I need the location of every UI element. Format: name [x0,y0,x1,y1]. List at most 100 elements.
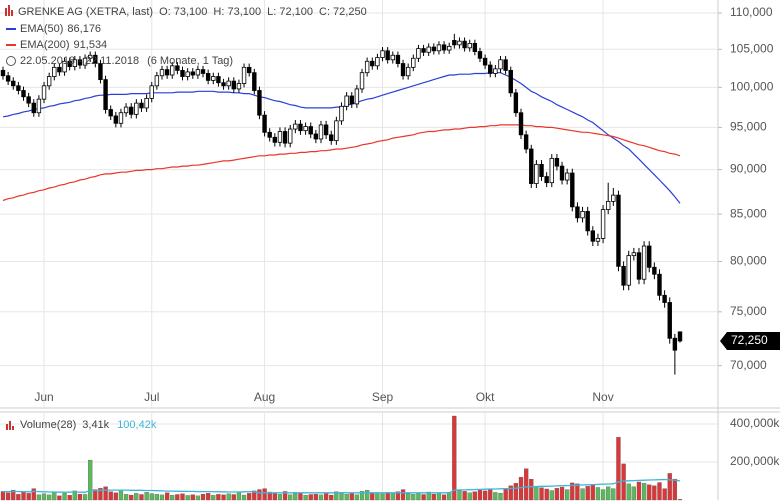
volume-bar [103,486,108,501]
volume-bar [493,492,498,501]
ohlc-label: L: 72,100 [267,6,313,18]
volume-bar [144,492,149,501]
volume-bar [508,485,513,501]
candle-body [221,82,226,87]
volume-bar [559,486,565,501]
volume-bar [554,488,560,501]
volume-bar [241,494,247,501]
candle-body [385,50,390,61]
candle-body [226,80,231,87]
x-tick-label: Aug [254,390,275,404]
candle-body [370,60,375,67]
volume-bar [626,483,631,501]
volume-bar [257,489,262,501]
candle-body [595,237,601,242]
volume-bar [590,484,595,501]
candle-body [549,157,554,184]
candle-body [431,46,437,52]
volume-bar [472,491,477,501]
volume-bar [452,415,457,501]
volume-bar [93,489,98,501]
candle-body [41,85,47,100]
date-range: 22.05.2018 - 22.11.2018 [20,55,139,67]
volume-bar [657,482,662,501]
volume-bar [585,486,590,501]
volume-bar [462,491,467,501]
volume-bar [375,492,380,501]
volume-bar [175,494,180,501]
chart-icon [5,5,13,16]
candle-body [493,68,498,74]
volume-bar [98,488,103,501]
candle-body [118,112,124,124]
candle-body [267,131,272,138]
ohlc-label: C: 72,250 [319,6,367,18]
candle-body [0,69,6,77]
legend-name: EMA(200) [20,39,70,51]
candle-body [652,266,657,275]
candle-body [508,69,513,94]
date-range: 22.05.2018 - 22.11.2018 (6 Monate, 1 Tag) [20,55,233,67]
volume-bar [318,494,324,501]
volume-bar [5,492,11,501]
candle-body [482,57,488,66]
volume-bar [113,492,118,501]
candle-body [513,92,519,114]
candle-body [170,65,175,76]
volume-bar [154,494,160,501]
x-tick-label: Sep [372,390,394,404]
volume-bar [606,486,611,501]
candle-body [57,66,62,73]
candle-body [667,302,672,339]
volume-bar [390,493,395,501]
volume-bar [595,487,601,501]
volume-bar [247,493,252,501]
y-tick-label: 105,000 [730,41,774,55]
volume-bar [293,493,298,501]
candle-body [600,209,606,239]
candle-body [252,72,257,91]
candle-body [72,59,78,67]
y-tick-label: 70,000 [730,358,767,372]
candle-body [180,69,185,77]
volume-bar [549,490,554,501]
volume-bar [206,493,211,501]
candle-body [375,57,380,67]
volume-bar [565,489,570,501]
candle-body [616,194,621,267]
volume-bar [41,493,47,501]
candle-body [529,148,534,184]
candle-body [590,230,596,242]
candle-body [662,294,667,303]
candle-body [672,337,678,351]
volume-bar [431,493,436,501]
candle-body [390,54,395,61]
volume-bar [277,494,283,501]
legend-name: EMA(50) [20,23,63,35]
candle-body [298,123,303,132]
candle-body [344,95,349,107]
volume-last: 3,41k [82,419,109,431]
volume-average-value: 100,42k [117,419,157,431]
candle-body [395,54,401,64]
chart-title: GRENKE AG (XETRA, last) O: 73,100 H: 73,10… [18,6,367,18]
candle-body [575,206,580,219]
candle-body [539,163,544,177]
candle-body [195,69,201,76]
candle-body [334,120,339,142]
volume-bar [11,489,16,501]
volume-bar [631,486,636,501]
volume-bar [400,489,406,501]
candle-body [123,106,129,114]
volume-bar [108,491,113,501]
candle-body [52,66,57,77]
candle-body [26,96,31,104]
candle-body [318,124,324,140]
candle-body [354,88,360,105]
candle-body [67,60,72,67]
candle-body [87,54,93,59]
legend-value: 86,176 [67,23,101,35]
volume-bar [159,494,165,501]
volume-bar [441,494,447,501]
